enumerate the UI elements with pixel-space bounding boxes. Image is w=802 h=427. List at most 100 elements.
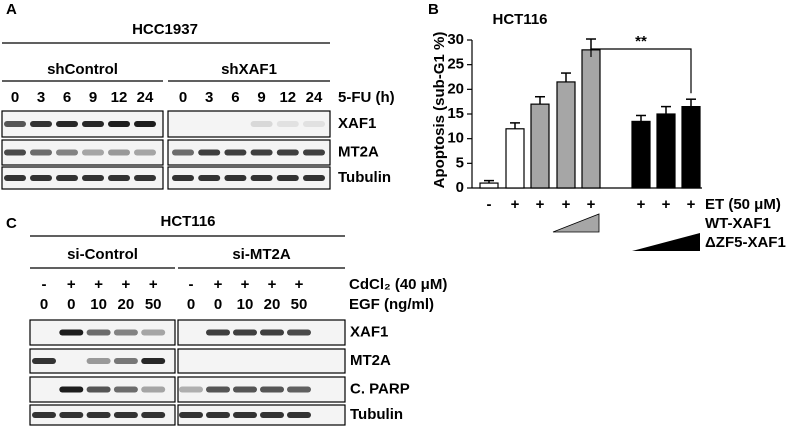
lane-label: 50 — [291, 296, 308, 313]
lane-label: 3 — [37, 89, 45, 106]
significance-bracket — [590, 48, 692, 94]
blot-box — [1, 139, 164, 166]
band — [233, 412, 257, 418]
lane-label: + — [241, 276, 250, 293]
x-tick-label: + — [562, 196, 571, 213]
blot-label: MT2A — [350, 352, 391, 369]
band — [141, 386, 166, 393]
y-tick-label: 0 — [456, 179, 464, 196]
blot-label: Tubulin — [338, 169, 391, 186]
band — [260, 386, 284, 393]
panel-label: A — [6, 1, 17, 18]
band — [86, 412, 111, 418]
significance: ** — [635, 33, 647, 50]
band — [276, 121, 299, 127]
band — [276, 149, 299, 156]
band — [4, 175, 26, 181]
band — [198, 149, 221, 156]
band — [250, 175, 273, 181]
lane-label: + — [214, 276, 223, 293]
lane-label: 10 — [90, 296, 107, 313]
blot-box — [167, 166, 331, 190]
band — [303, 149, 325, 156]
y-tick-label: 20 — [447, 80, 464, 97]
band — [287, 329, 311, 336]
band — [206, 329, 230, 336]
band — [141, 358, 166, 364]
band — [30, 175, 52, 181]
lane-label: 0 — [11, 89, 19, 106]
lane-label: + — [94, 276, 103, 293]
lane-label: 20 — [264, 296, 281, 313]
band — [59, 329, 84, 336]
x-tick-label: + — [511, 196, 520, 213]
band — [113, 329, 138, 336]
band — [172, 175, 194, 181]
lane-label: 0 — [67, 296, 75, 313]
band — [172, 149, 194, 156]
band — [108, 121, 130, 127]
ramp — [552, 213, 600, 233]
band — [82, 149, 104, 156]
band — [4, 149, 26, 156]
lane-label: + — [295, 276, 304, 293]
band — [206, 412, 230, 418]
band — [141, 412, 166, 418]
band — [86, 358, 111, 364]
x-tick-label: - — [487, 196, 492, 213]
x-tick-label: + — [662, 196, 671, 213]
lane-label: + — [67, 276, 76, 293]
blot-label: Tubulin — [350, 406, 403, 423]
band — [179, 412, 203, 418]
band — [108, 149, 130, 156]
lane-label: - — [42, 276, 47, 293]
band — [303, 175, 325, 181]
x-tick-label: + — [536, 196, 545, 213]
category-label: ET (50 μM) — [705, 196, 781, 213]
lane-label: 50 — [145, 296, 162, 313]
chart-title: HCT116 — [492, 11, 547, 28]
treatment-label: CdCl₂ (40 μM) — [349, 276, 447, 293]
band — [287, 386, 311, 393]
bar — [631, 120, 651, 189]
y-tick-label: 10 — [447, 130, 464, 147]
blot-label: XAF1 — [350, 323, 388, 340]
group-label: shXAF1 — [221, 61, 277, 78]
lane-label: 20 — [118, 296, 135, 313]
band — [260, 329, 284, 336]
band — [276, 175, 299, 181]
band — [134, 121, 156, 127]
band — [56, 149, 78, 156]
group-label: shControl — [47, 61, 118, 78]
band — [141, 329, 166, 336]
ramp-label: ΔZF5-XAF1 — [705, 234, 786, 251]
band — [32, 358, 56, 364]
lane-label: 12 — [279, 89, 296, 106]
bar — [479, 182, 499, 189]
band — [287, 412, 311, 418]
band — [303, 121, 325, 127]
ramp — [632, 233, 700, 251]
band — [108, 175, 130, 181]
lane-label: 10 — [237, 296, 254, 313]
panel-label: C — [6, 215, 17, 232]
band — [32, 412, 56, 418]
band — [30, 149, 52, 156]
cell-line: HCT116 — [160, 213, 215, 230]
bar — [530, 103, 550, 189]
band — [134, 149, 156, 156]
lane-label: + — [268, 276, 277, 293]
band — [206, 386, 230, 393]
bar — [505, 128, 525, 189]
lane-label: 6 — [231, 89, 239, 106]
band — [86, 386, 111, 393]
treatment-label: 5-FU (h) — [338, 89, 395, 106]
band — [59, 386, 84, 393]
group-label: si-Control — [67, 246, 138, 263]
band — [56, 121, 78, 127]
y-tick-label: 15 — [447, 105, 464, 122]
lane-label: 0 — [214, 296, 222, 313]
group-label: si-MT2A — [232, 246, 291, 263]
lane-label: 0 — [187, 296, 195, 313]
